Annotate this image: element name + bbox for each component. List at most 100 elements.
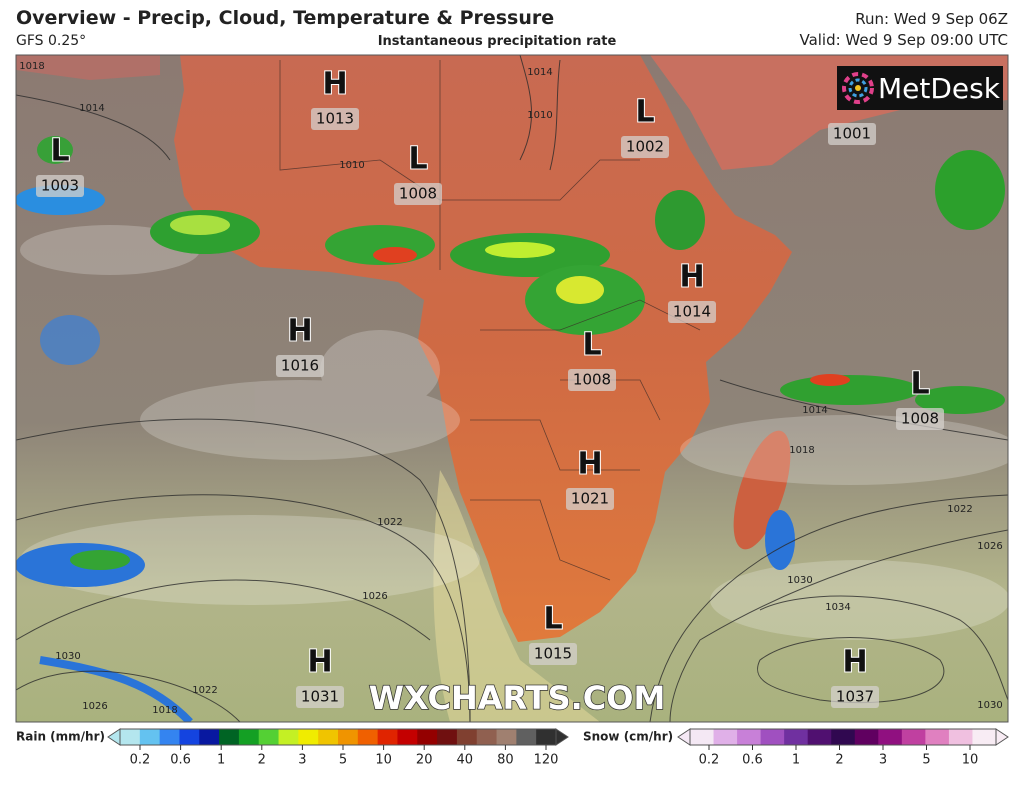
pressure-value: 1008 (901, 410, 939, 428)
pressure-value: 1021 (571, 490, 609, 508)
rain-swatch (338, 729, 359, 745)
pressure-value-box (896, 408, 944, 430)
rain-swatch (496, 729, 517, 745)
snow-legend-title: Snow (cm/hr) (583, 730, 673, 744)
pressure-value: 1037 (836, 688, 874, 706)
isobar-label: 1026 (362, 591, 387, 602)
isobar-label: 1030 (977, 700, 1002, 711)
pressure-letter: H (679, 260, 704, 295)
snow-swatch (831, 729, 856, 745)
pressure-letter: L (635, 95, 654, 130)
pressure-value: 1016 (281, 357, 319, 375)
rain-swatch (397, 729, 418, 745)
rain-swatch (476, 729, 498, 745)
rain-tick-label: 1 (217, 753, 225, 768)
subtitle: Instantaneous precipitation rate (378, 34, 617, 49)
isobar-label: 1022 (377, 517, 402, 528)
rain-swatch (357, 729, 379, 745)
brand-icon (842, 72, 874, 104)
overlay: H 1013 L 1002 1001 L 1003 L 1008 H 1016 H 1014 L 1008 L… (19, 61, 1002, 716)
snow-swatch (948, 729, 973, 745)
valid-time: Valid: Wed 9 Sep 09:00 UTC (799, 31, 1008, 49)
pressure-value-box (311, 108, 359, 130)
pressure-value: 1008 (399, 185, 437, 203)
isobar-label: 1010 (527, 110, 552, 121)
pressure-value-box (568, 369, 616, 391)
snow-swatch (901, 729, 926, 745)
snow-swatch (737, 729, 762, 745)
pressure-value: 1001 (833, 125, 871, 143)
rain-tick-label: 20 (416, 753, 433, 768)
rain-legend-title: Rain (mm/hr) (16, 730, 105, 744)
pressure-letter: L (50, 134, 69, 169)
brand: MetDesk (878, 72, 1001, 105)
snow-swatch (760, 729, 785, 745)
cloud-cover (20, 225, 1008, 640)
pressure-value: 1015 (534, 645, 572, 663)
rain-swatch (298, 729, 319, 745)
isobar-label: 1026 (82, 701, 107, 712)
rain-tick-label: 3 (298, 753, 306, 768)
rain-tick-label: 0.2 (130, 753, 151, 768)
snow-swatch (690, 729, 715, 745)
pressure-value: 1003 (41, 177, 79, 195)
snow-tick-label: 0.2 (699, 753, 720, 768)
pressure-letter: L (543, 602, 562, 637)
rain-swatch (159, 729, 180, 745)
title: Overview - Precip, Cloud, Temperature & … (16, 7, 554, 29)
snow-tick-label: 0.6 (742, 753, 763, 768)
pressure-value-box (276, 355, 324, 377)
snow-tick-label: 10 (962, 753, 979, 768)
rain-arrow (107, 728, 121, 746)
rain-swatch (417, 729, 438, 745)
map-frame (15, 54, 1009, 723)
rain-tick-label: 80 (497, 753, 514, 768)
snow-swatch (925, 729, 950, 745)
snow-swatch (784, 729, 809, 745)
pressure-value-box (828, 123, 876, 145)
rain-swatch (516, 729, 537, 745)
pressure-value-box (296, 686, 344, 708)
snow-frame (689, 728, 997, 746)
rain-tick-label: 2 (258, 753, 266, 768)
isobar-label: 1022 (947, 504, 972, 515)
map-area (16, 55, 1008, 722)
pressure-value: 1002 (626, 138, 664, 156)
africa (174, 55, 792, 642)
pressure-value: 1031 (301, 688, 339, 706)
rain-swatch (318, 729, 339, 745)
isobar-label: 1018 (152, 705, 177, 716)
rain-swatch (219, 729, 240, 745)
isobar-label: 1014 (79, 103, 104, 114)
pressure-letter: H (577, 447, 602, 482)
rain-swatch (139, 729, 161, 745)
isobar-label: 1014 (527, 67, 552, 78)
pressure-letter: H (842, 645, 867, 680)
pressure-value: 1014 (673, 303, 711, 321)
iberia (16, 55, 160, 80)
snow-tick-label: 2 (835, 753, 843, 768)
pressure-value: 1013 (316, 110, 354, 128)
rain-swatch (120, 729, 141, 745)
isobar-label: 1014 (802, 405, 827, 416)
pressure-letter: L (582, 328, 601, 363)
pressure-value-box (529, 643, 577, 665)
isobar-label: 1030 (787, 575, 812, 586)
isobar-label: 1026 (977, 541, 1002, 552)
rain-swatch (238, 729, 260, 745)
snow-tick-label: 5 (922, 753, 930, 768)
watermark: WXCHARTS.COM (369, 679, 666, 717)
snow-swatch (713, 729, 738, 745)
snow-tick-label: 1 (792, 753, 800, 768)
rain-swatch (377, 729, 398, 745)
snow-arrow (995, 728, 1009, 746)
madagascar (733, 430, 791, 550)
snow-swatch (854, 729, 879, 745)
rain-arrow (555, 728, 569, 746)
rain-tick-label: 120 (534, 753, 559, 768)
pressure-letter: H (307, 645, 332, 680)
isobar-label: 1018 (19, 61, 44, 72)
rain-swatch (179, 729, 200, 745)
rain-swatch (536, 729, 557, 745)
